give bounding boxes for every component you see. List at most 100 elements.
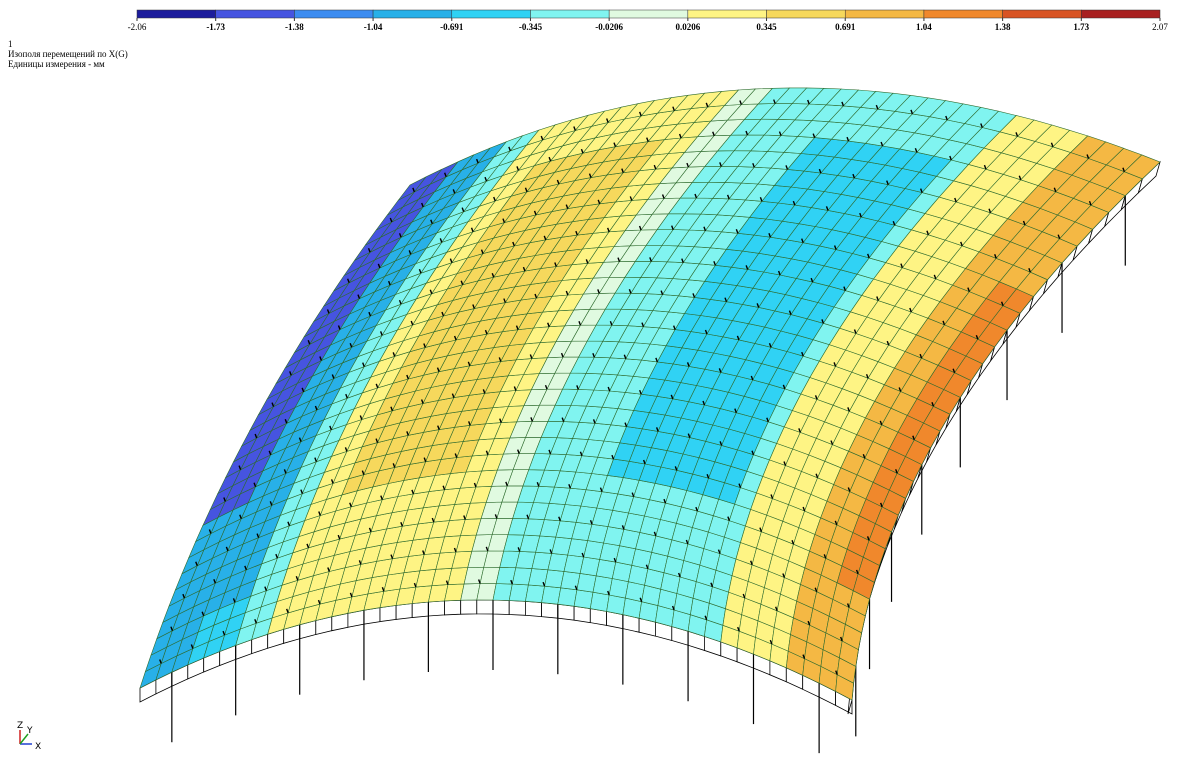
- node-marker: [710, 582, 714, 587]
- node-marker: [461, 207, 465, 212]
- edge-face: [492, 599, 510, 615]
- node-marker: [745, 130, 749, 136]
- node-marker: [833, 245, 837, 250]
- node-marker: [412, 187, 416, 193]
- node-marker: [737, 626, 740, 632]
- mesh-element: [608, 578, 629, 599]
- node-marker: [468, 421, 471, 426]
- node-marker: [742, 593, 746, 599]
- legend-label: -2.06: [128, 22, 147, 32]
- node-marker: [529, 354, 533, 359]
- node-marker: [843, 286, 847, 291]
- node-marker: [536, 482, 540, 487]
- node-marker: [475, 158, 479, 164]
- node-marker: [345, 393, 348, 399]
- legend-label: 2.07: [1152, 22, 1168, 32]
- node-marker: [411, 489, 415, 495]
- node-marker: [463, 515, 466, 520]
- node-marker: [331, 374, 335, 379]
- node-marker: [565, 204, 569, 209]
- node-marker: [441, 311, 445, 317]
- node-marker: [431, 517, 435, 523]
- node-marker: [410, 320, 414, 326]
- node-marker: [307, 340, 311, 345]
- y-axis: [19, 733, 29, 745]
- node-marker: [852, 173, 856, 179]
- node-marker: [821, 319, 825, 324]
- node-marker: [983, 164, 987, 170]
- node-marker: [508, 146, 511, 152]
- node-marker: [770, 494, 774, 499]
- node-marker: [617, 257, 621, 262]
- node-marker: [533, 210, 537, 216]
- node-marker: [879, 420, 883, 426]
- legend-label: -0.691: [440, 22, 464, 32]
- node-marker: [319, 356, 323, 361]
- node-marker: [606, 227, 610, 233]
- node-marker: [1018, 175, 1022, 181]
- node-marker: [585, 259, 589, 264]
- legend-swatch: [1081, 9, 1161, 19]
- node-marker: [271, 402, 275, 407]
- node-marker: [718, 368, 722, 373]
- node-marker: [853, 329, 857, 334]
- node-marker: [477, 579, 481, 584]
- node-marker: [782, 384, 786, 390]
- edge-face: [427, 600, 445, 617]
- node-marker: [449, 258, 453, 263]
- node-marker: [337, 325, 341, 330]
- node-marker: [387, 280, 391, 286]
- node-marker: [798, 428, 801, 433]
- node-marker: [592, 419, 596, 424]
- node-marker: [482, 389, 486, 394]
- node-marker: [638, 225, 642, 231]
- node-marker: [494, 514, 498, 519]
- node-marker: [834, 520, 838, 526]
- legend-label: 1.04: [916, 22, 932, 32]
- node-marker: [841, 101, 845, 107]
- node-marker: [880, 141, 884, 147]
- node-marker: [317, 599, 321, 605]
- node-marker: [692, 293, 696, 298]
- node-marker: [491, 272, 495, 278]
- node-marker: [774, 606, 778, 612]
- node-marker: [980, 123, 983, 128]
- node-marker: [629, 196, 633, 201]
- node-marker: [597, 199, 601, 205]
- mesh-element: [525, 584, 545, 603]
- node-marker: [802, 654, 806, 659]
- node-marker: [264, 586, 268, 591]
- node-marker: [485, 546, 489, 552]
- node-marker: [377, 263, 381, 269]
- node-marker: [599, 487, 603, 492]
- node-marker: [422, 550, 425, 555]
- z-label: Z: [17, 721, 23, 731]
- node-marker: [287, 521, 291, 527]
- node-marker: [526, 514, 530, 520]
- node-marker: [568, 483, 571, 489]
- node-marker: [445, 580, 449, 585]
- node-marker: [581, 552, 585, 558]
- node-marker: [801, 238, 804, 243]
- mesh-element: [557, 587, 578, 607]
- node-marker: [830, 440, 834, 445]
- legend-label: -1.73: [206, 22, 225, 32]
- node-marker: [835, 670, 838, 675]
- node-marker: [801, 351, 804, 357]
- result-title: Изополя перемещений по X(G): [8, 49, 128, 59]
- legend-label: 0.691: [835, 22, 856, 32]
- node-marker: [592, 352, 596, 358]
- node-marker: [239, 514, 242, 519]
- node-marker: [301, 387, 305, 393]
- node-marker: [671, 605, 675, 611]
- edge-face: [444, 599, 462, 616]
- node-marker: [379, 331, 383, 336]
- node-marker: [159, 659, 162, 664]
- node-marker: [671, 225, 674, 230]
- node-marker: [442, 485, 446, 490]
- node-marker: [346, 278, 350, 284]
- legend-swatch: [687, 9, 767, 19]
- node-marker: [170, 626, 174, 631]
- edge-face: [541, 602, 559, 619]
